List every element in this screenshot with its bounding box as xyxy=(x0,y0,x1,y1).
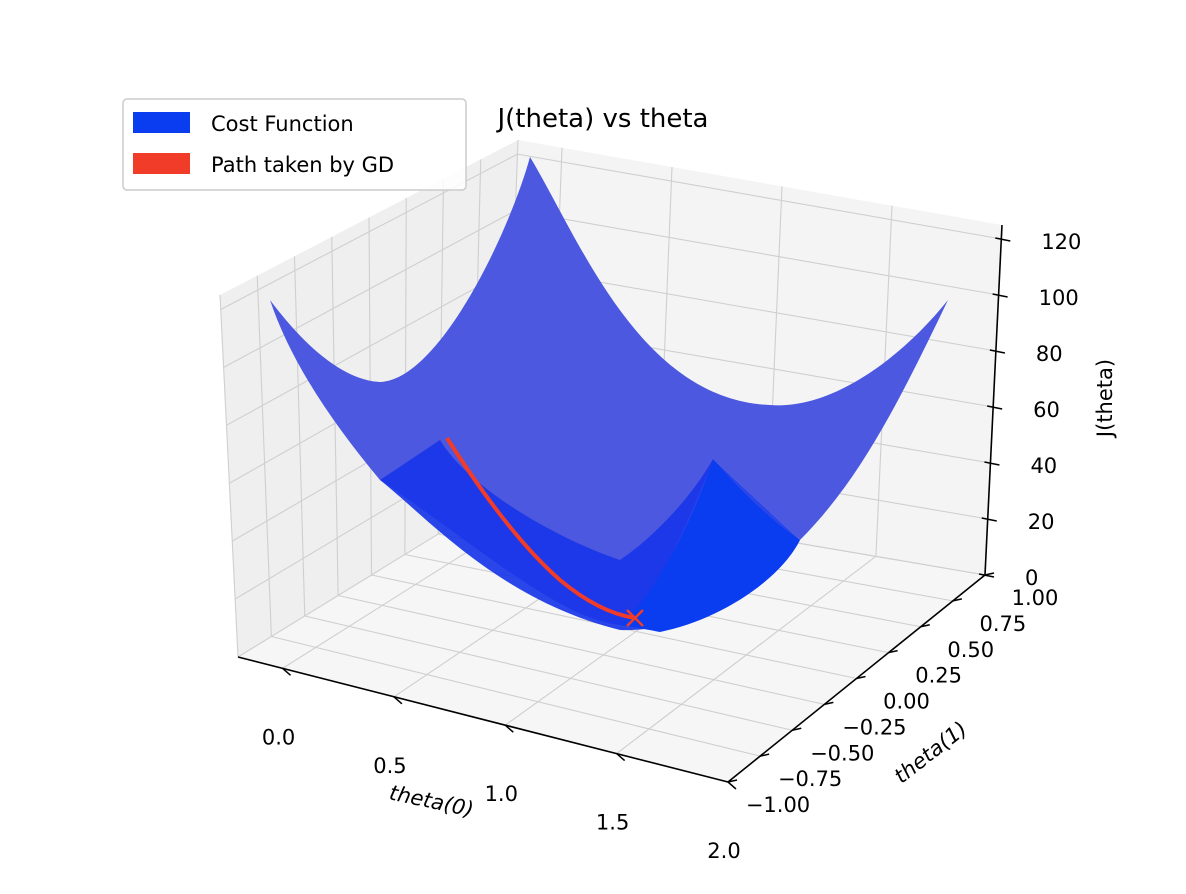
z-tick-mark xyxy=(989,349,1006,354)
z-tick-label: 80 xyxy=(1036,342,1063,366)
z-tick-mark xyxy=(981,517,997,522)
legend-swatch-path xyxy=(133,153,190,174)
y-tick-mark xyxy=(824,701,834,706)
z-tick-label: 60 xyxy=(1033,398,1060,422)
x-tick-mark xyxy=(504,724,514,733)
y-gridline-left xyxy=(256,275,272,637)
y-tick-mark xyxy=(759,753,770,757)
x-tick-label: 0.5 xyxy=(373,754,406,778)
y-gridline-floor xyxy=(271,635,761,757)
x-tick-label: 1.5 xyxy=(596,811,629,835)
y-tick-label: −0.25 xyxy=(842,715,906,739)
y-gridline-left xyxy=(293,256,306,617)
z-tick-label: 20 xyxy=(1028,510,1055,534)
x-tick-label: 1.0 xyxy=(485,782,518,806)
z-tick-mark xyxy=(992,293,1008,298)
y-tick-mark xyxy=(727,779,738,783)
z-gridline-left xyxy=(223,210,516,368)
z-gridline-left xyxy=(220,153,518,310)
z-axis-line xyxy=(984,224,1003,576)
y-gridline-floor xyxy=(304,615,793,731)
x-ticks: 0.0 0.5 1.0 1.5 2.0 xyxy=(262,667,741,863)
floor-pane xyxy=(238,493,985,782)
y-tick-label: 0.00 xyxy=(883,690,930,714)
y-tick-label: −0.75 xyxy=(778,767,842,791)
legend-swatch-cost xyxy=(133,112,190,133)
gd-end-marker xyxy=(626,609,644,627)
y-tick-mark xyxy=(888,649,898,654)
z-tick-mark xyxy=(987,405,1003,410)
surface-near-wing xyxy=(620,459,800,632)
z-tick-label: 0 xyxy=(1025,566,1038,590)
y-tick-mark xyxy=(856,675,866,680)
x-tick-label: 2.0 xyxy=(707,839,740,863)
z-gridline-back xyxy=(515,210,999,296)
x-tick-mark xyxy=(393,696,403,705)
z-tick-label: 100 xyxy=(1039,286,1079,310)
z-ticks: 0 20 40 60 80 100 120 xyxy=(978,230,1081,590)
y-tick-label: −1.00 xyxy=(746,793,810,817)
axes-panes xyxy=(220,140,1002,782)
z-tick-label: 40 xyxy=(1030,454,1057,478)
y-gridline-left xyxy=(219,294,239,658)
gd-path-line xyxy=(445,436,636,620)
cost-function-surface xyxy=(270,157,948,632)
y-tick-label: 1.00 xyxy=(1012,586,1059,610)
x-tick-mark xyxy=(282,667,292,676)
chart-title: J(theta) vs theta xyxy=(495,104,708,134)
y-ticks: −1.00−0.75−0.50−0.250.000.250.500.751.00 xyxy=(727,572,1059,817)
x-tick-mark xyxy=(616,753,626,762)
legend-label-cost: Cost Function xyxy=(211,112,354,136)
z-tick-mark xyxy=(978,573,995,578)
y-tick-label: 0.50 xyxy=(947,638,994,662)
z-gridline-back xyxy=(517,153,1002,240)
x-axis-label: theta(0) xyxy=(387,781,475,822)
z-tick-mark xyxy=(995,237,1011,242)
legend-label-path: Path taken by GD xyxy=(211,153,394,177)
z-tick-label: 120 xyxy=(1041,230,1081,254)
gd-path-series xyxy=(445,436,644,627)
z-axis-label: J(theta) xyxy=(1093,359,1117,439)
x-axis-line xyxy=(237,656,729,783)
x-tick-label: 0.0 xyxy=(262,725,295,749)
legend-box xyxy=(122,98,467,191)
y-tick-label: −0.50 xyxy=(810,741,874,765)
y-tick-label: 0.75 xyxy=(979,612,1026,636)
y-tick-mark xyxy=(920,624,930,628)
legend: Cost Function Path taken by GD xyxy=(122,98,467,191)
z-gridline-left xyxy=(226,266,514,426)
y-tick-label: 0.25 xyxy=(915,664,962,688)
y-tick-mark xyxy=(792,727,802,731)
y-tick-mark xyxy=(984,572,995,576)
z-tick-mark xyxy=(984,461,1000,466)
y-tick-mark xyxy=(952,598,963,602)
y-gridline-floor xyxy=(338,594,825,705)
x-tick-mark xyxy=(727,781,737,790)
